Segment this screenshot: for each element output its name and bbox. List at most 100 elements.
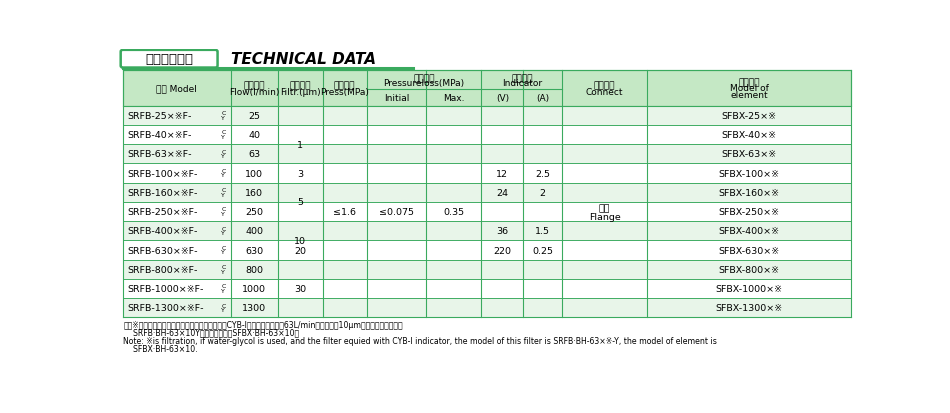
Text: Filtr.(μm): Filtr.(μm) — [280, 87, 320, 96]
Text: TECHNICAL DATA: TECHNICAL DATA — [231, 52, 376, 67]
Bar — [123, 164, 851, 183]
Text: SFBX-800×※: SFBX-800×※ — [719, 265, 780, 274]
Text: SFBX-1000×※: SFBX-1000×※ — [715, 284, 783, 293]
Text: 1.5: 1.5 — [535, 227, 550, 236]
Text: Y: Y — [221, 269, 225, 274]
Text: SFBX-63×※: SFBX-63×※ — [722, 150, 777, 159]
Bar — [123, 107, 851, 126]
Text: Indicator: Indicator — [502, 79, 542, 88]
Text: Y: Y — [221, 154, 225, 159]
Text: 160: 160 — [245, 188, 263, 197]
Text: SFBX·BH-63×10.: SFBX·BH-63×10. — [124, 344, 198, 353]
Text: Pressureloss(MPa): Pressureloss(MPa) — [384, 79, 465, 88]
Text: 40: 40 — [248, 131, 260, 140]
Bar — [123, 222, 851, 241]
Text: C: C — [221, 149, 225, 154]
Bar — [123, 279, 851, 299]
Text: SRFB-400×※F-: SRFB-400×※F- — [127, 227, 198, 236]
Text: 注：※为过滤精度，若使用介质为水一乙二醇，带CYB-I发讯器，公称流畣63L/min，过滤精度10μm，则过滤器型号为：: 注：※为过滤精度，若使用介质为水一乙二醇，带CYB-I发讯器，公称流畣63L/m… — [124, 320, 403, 329]
Text: (A): (A) — [536, 94, 549, 103]
Text: C: C — [221, 188, 225, 192]
Text: Y: Y — [221, 135, 225, 140]
Text: 2: 2 — [540, 188, 545, 197]
Bar — [123, 71, 851, 107]
Text: 100: 100 — [245, 169, 263, 178]
Text: 5: 5 — [297, 198, 303, 207]
Text: Connect: Connect — [586, 87, 623, 96]
Text: Note: ※is filtration, if water-glycol is used, and the filter equied with CYB-I : Note: ※is filtration, if water-glycol is… — [124, 336, 717, 345]
Text: SFBX-40×※: SFBX-40×※ — [722, 131, 777, 140]
Text: SRFB-1000×※F-: SRFB-1000×※F- — [127, 284, 203, 293]
Bar — [123, 299, 851, 318]
Text: ≤0.075: ≤0.075 — [379, 207, 414, 216]
Text: Y: Y — [221, 288, 225, 293]
Text: 型号 Model: 型号 Model — [157, 84, 198, 93]
Text: 1300: 1300 — [242, 304, 266, 313]
Text: C: C — [221, 207, 225, 212]
Text: 400: 400 — [245, 227, 263, 236]
Text: Y: Y — [221, 192, 225, 197]
Text: Y: Y — [221, 173, 225, 178]
Text: 发讯装置: 发讯装置 — [511, 74, 533, 83]
Text: 3: 3 — [297, 169, 303, 178]
Text: 30: 30 — [294, 284, 306, 293]
Text: ≤1.6: ≤1.6 — [333, 207, 356, 216]
Text: 220: 220 — [493, 246, 511, 255]
Text: Max.: Max. — [444, 94, 465, 103]
Text: SRFB-1300×※F-: SRFB-1300×※F- — [127, 304, 203, 313]
Text: C: C — [221, 111, 225, 116]
Bar — [123, 126, 851, 145]
Bar — [123, 145, 851, 164]
Text: 12: 12 — [496, 169, 508, 178]
Text: C: C — [221, 169, 225, 173]
Text: 10: 10 — [294, 236, 306, 245]
Text: C: C — [221, 284, 225, 289]
Text: Press(MPa): Press(MPa) — [320, 87, 370, 96]
Text: SRFB-160×※F-: SRFB-160×※F- — [127, 188, 198, 197]
Text: Flange: Flange — [589, 212, 620, 221]
Text: Y: Y — [221, 115, 225, 121]
Text: SFBX-25×※: SFBX-25×※ — [722, 112, 777, 121]
Bar — [123, 241, 851, 260]
Text: 压力损失: 压力损失 — [413, 74, 435, 83]
Text: 250: 250 — [245, 207, 263, 216]
Text: 公称流量: 公称流量 — [243, 81, 265, 90]
Text: 三、技术参数: 三、技术参数 — [145, 53, 193, 66]
Text: Y: Y — [221, 211, 225, 216]
Text: SRFB-100×※F-: SRFB-100×※F- — [127, 169, 198, 178]
Text: 滤芯型号: 滤芯型号 — [738, 78, 760, 87]
Text: 800: 800 — [245, 265, 263, 274]
Text: (V): (V) — [496, 94, 509, 103]
Text: 1000: 1000 — [242, 284, 266, 293]
Text: SFBX-250×※: SFBX-250×※ — [719, 207, 780, 216]
Text: SRFB·BH-63×10Y，滤芯型号为：SFBX·BH-63×10。: SRFB·BH-63×10Y，滤芯型号为：SFBX·BH-63×10。 — [124, 328, 299, 337]
Text: 0.25: 0.25 — [532, 246, 553, 255]
Text: 公称压力: 公称压力 — [333, 81, 355, 90]
Text: SFBX-160×※: SFBX-160×※ — [719, 188, 780, 197]
Text: 25: 25 — [248, 112, 260, 121]
Bar — [123, 202, 851, 222]
Text: SFBX-400×※: SFBX-400×※ — [719, 227, 780, 236]
Text: Y: Y — [221, 230, 225, 236]
Text: Y: Y — [221, 250, 225, 255]
Text: SRFB-630×※F-: SRFB-630×※F- — [127, 246, 198, 255]
Text: SRFB-250×※F-: SRFB-250×※F- — [127, 207, 198, 216]
Text: C: C — [221, 130, 225, 135]
Text: SRFB-25×※F-: SRFB-25×※F- — [127, 112, 192, 121]
Text: C: C — [221, 303, 225, 308]
Text: C: C — [221, 264, 225, 269]
Text: SFBX-100×※: SFBX-100×※ — [719, 169, 780, 178]
Text: SFBX-1300×※: SFBX-1300×※ — [715, 304, 783, 313]
Text: Flow(l/min): Flow(l/min) — [229, 87, 279, 96]
Text: 0.35: 0.35 — [444, 207, 465, 216]
Text: Initial: Initial — [384, 94, 409, 103]
Text: 63: 63 — [248, 150, 260, 159]
Text: 36: 36 — [496, 227, 508, 236]
Text: 630: 630 — [245, 246, 263, 255]
Text: 24: 24 — [496, 188, 508, 197]
Text: element: element — [731, 90, 768, 100]
Text: SRFB-800×※F-: SRFB-800×※F- — [127, 265, 198, 274]
Text: 2.5: 2.5 — [535, 169, 550, 178]
Bar — [123, 260, 851, 279]
Bar — [123, 183, 851, 202]
